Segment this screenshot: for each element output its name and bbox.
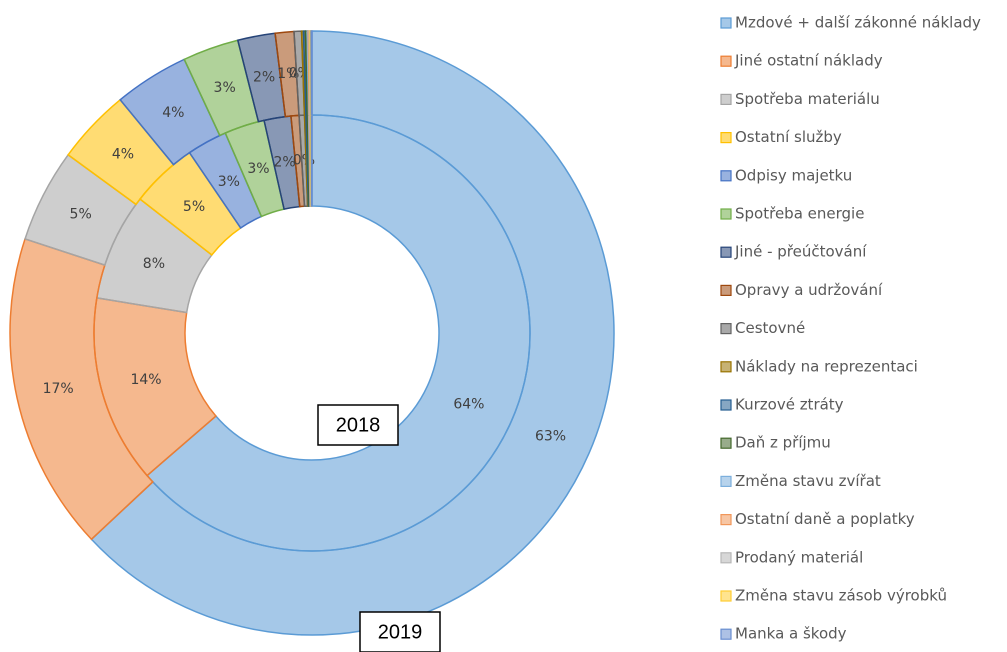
data-label: 8% xyxy=(143,256,165,272)
series-name-box xyxy=(317,404,399,446)
legend-label: Spotřeba materiálu xyxy=(735,90,880,108)
legend-swatch xyxy=(720,513,732,526)
legend-swatch xyxy=(720,590,732,602)
legend-swatch xyxy=(720,323,732,335)
data-label: 17% xyxy=(43,381,74,397)
data-label: 4% xyxy=(112,147,134,163)
data-label: 4% xyxy=(162,105,184,121)
legend-label: Ostatní služby xyxy=(735,128,842,146)
legend-label: Spotřeba energie xyxy=(735,205,864,223)
data-label: 3% xyxy=(247,161,269,177)
legend-swatch xyxy=(720,93,732,106)
data-label: 2% xyxy=(253,69,275,85)
legend-label: Ostatní daně a poplatky xyxy=(735,510,915,528)
legend-label: Jiné ostatní náklady xyxy=(734,52,883,70)
legend-swatch xyxy=(720,475,732,487)
series-name-box xyxy=(359,611,441,652)
legend-label: Náklady na reprezentaci xyxy=(735,357,918,375)
legend-swatch xyxy=(720,55,732,67)
legend-label: Manka a škody xyxy=(735,625,847,643)
legend-swatch xyxy=(720,246,732,258)
data-label: 14% xyxy=(130,372,161,388)
legend-swatch xyxy=(720,399,732,411)
legend-swatch xyxy=(720,628,732,640)
data-label: 1% xyxy=(277,66,299,82)
donut-segment xyxy=(310,30,313,116)
legend-swatch xyxy=(720,552,732,564)
legend-label: Cestovné xyxy=(735,319,805,337)
legend-swatch xyxy=(720,208,732,220)
data-label: 3% xyxy=(218,174,240,190)
legend-label: Odpisy majetku xyxy=(735,166,852,184)
legend-label: Jiné - přeúčtování xyxy=(734,243,867,261)
series-name: 2018 xyxy=(336,414,381,436)
series-name: 2019 xyxy=(378,621,423,643)
legend-label: Mzdové + další zákonné náklady xyxy=(735,14,981,32)
legend-swatch xyxy=(720,361,732,373)
data-label: 3% xyxy=(214,80,236,96)
donut-segment xyxy=(310,114,313,207)
legend-label: Změna stavu zvířat xyxy=(735,472,881,490)
legend-swatch xyxy=(720,132,732,144)
legend-swatch xyxy=(720,437,732,449)
legend-label: Daň z příjmu xyxy=(735,434,831,452)
legend-label: Opravy a udržování xyxy=(735,281,883,299)
legend-swatch xyxy=(720,284,732,296)
legend-label: Kurzové ztráty xyxy=(735,396,844,414)
data-label: 5% xyxy=(183,199,205,215)
data-label: 63% xyxy=(535,428,566,444)
data-label: 5% xyxy=(70,206,92,222)
legend-label: Změna stavu zásob výrobků xyxy=(735,587,947,605)
data-label: 2% xyxy=(274,155,296,171)
legend-label: Prodaný materiál xyxy=(735,548,863,566)
data-label: 64% xyxy=(453,397,484,413)
legend-swatch xyxy=(720,170,732,182)
legend-swatch xyxy=(720,17,732,29)
donut-segment xyxy=(90,30,615,636)
